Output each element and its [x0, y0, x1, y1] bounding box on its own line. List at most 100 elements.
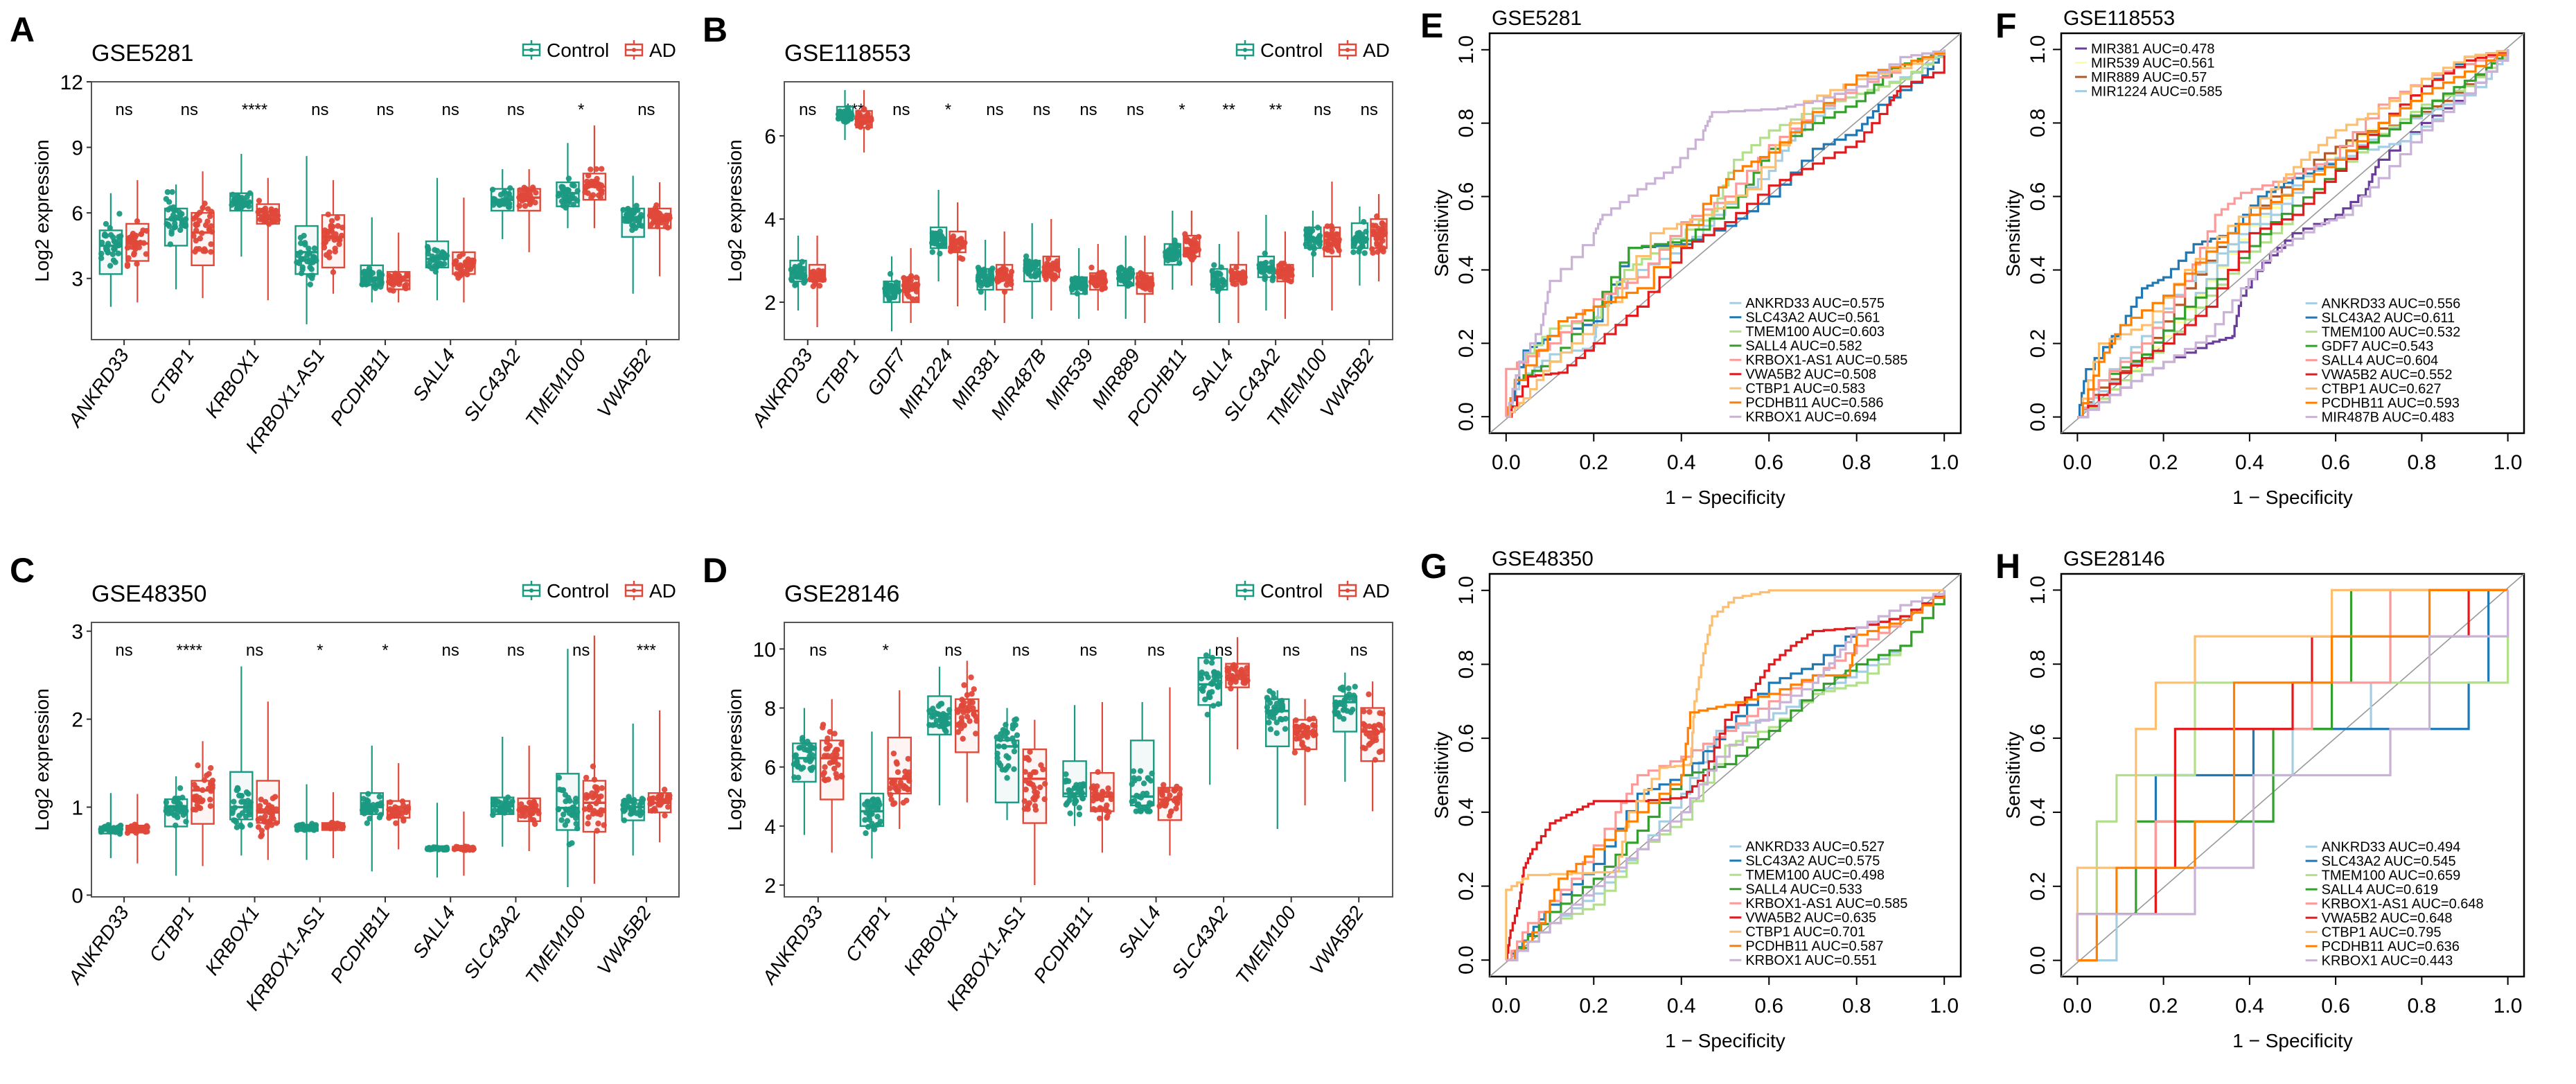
box-iqr [1157, 787, 1183, 821]
box-control [294, 156, 319, 324]
legend-gene: SALL4 [2322, 882, 2363, 898]
data-point [1291, 749, 1298, 755]
significance-label: ns [986, 100, 1003, 119]
data-point [1207, 694, 1213, 701]
plot-frame [91, 622, 680, 898]
x-tick-label: VWA5B2 [593, 902, 656, 979]
x-axis-label: 1 − Specificity [1665, 487, 1785, 508]
data-point [1370, 736, 1376, 742]
y-tick-label: 10 [753, 638, 776, 661]
significance-label: ** [1269, 100, 1282, 119]
data-point [1023, 786, 1029, 793]
legend-sep: AUC= [1805, 854, 1845, 869]
data-point [1146, 808, 1153, 814]
legend-label: SALL4 AUC=0.604 [2322, 353, 2438, 369]
legend-gene: PCDHB11 [1745, 396, 1808, 411]
legend-label: KRBOX1-AS1 AUC=0.585 [1745, 353, 1907, 368]
box-control [882, 256, 902, 331]
legend-item: CTBP1 AUC=0.795 [2305, 925, 2442, 941]
data-point [967, 718, 973, 724]
data-point [393, 820, 399, 826]
legend-gene: SLC43A2 [1745, 854, 1805, 869]
data-point [903, 797, 910, 804]
data-point [936, 723, 943, 729]
legend-label: KRBOX1 AUC=0.443 [2322, 954, 2453, 969]
data-point [894, 760, 900, 767]
data-point [1208, 660, 1215, 666]
y-tick-label: 1.0 [1455, 576, 1478, 605]
data-point [1173, 255, 1180, 262]
significance-label: ns [1012, 641, 1030, 660]
legend-gene: ANKRD33 [2322, 297, 2385, 312]
data-point [664, 792, 671, 798]
data-point [172, 224, 179, 230]
box-ad [807, 236, 827, 327]
significance-label: ns [246, 641, 263, 660]
data-point [1284, 265, 1290, 272]
data-point [1361, 250, 1368, 256]
data-point [822, 764, 828, 770]
data-point [583, 792, 590, 798]
y-tick-label: 1.0 [1455, 35, 1478, 64]
data-point [112, 259, 118, 265]
legend-item: ANKRD33 AUC=0.575 [1729, 296, 1885, 311]
data-point [335, 236, 342, 243]
data-point [302, 241, 308, 248]
significance-label: ns [376, 100, 394, 119]
data-point [455, 274, 461, 281]
data-point [865, 801, 872, 807]
legend-gene: CTBP1 [2322, 925, 2366, 941]
roc-curve-tmem100 [1506, 590, 1946, 961]
y-tick-label: 0.8 [1455, 650, 1478, 679]
data-point [962, 705, 969, 711]
x-tick-label: KRBOX1 [201, 902, 264, 979]
data-point [206, 213, 213, 220]
data-point [457, 253, 463, 260]
box-control [294, 784, 319, 860]
data-point [973, 713, 979, 720]
data-point [1266, 719, 1272, 726]
box-iqr [1042, 255, 1060, 279]
data-point [393, 812, 400, 818]
box-ad [947, 202, 968, 306]
box-iqr [360, 792, 384, 815]
data-point [208, 241, 214, 247]
data-point [595, 820, 601, 827]
legend-sep: AUC= [2381, 311, 2421, 326]
data-point [957, 254, 964, 261]
data-point [654, 209, 660, 216]
box-control [1264, 688, 1290, 830]
data-point [247, 822, 254, 828]
data-point [506, 191, 512, 197]
x-tick-label: 0.2 [2149, 451, 2178, 474]
box-iqr [901, 276, 920, 304]
x-tick-label: SALL4 [1114, 902, 1165, 963]
legend-gene: ANKRD33 [2322, 840, 2385, 855]
legend-gene: CTBP1 [1745, 381, 1790, 396]
data-point [1024, 755, 1031, 761]
data-point [587, 804, 594, 810]
legend-label: ANKRD33 AUC=0.527 [1745, 839, 1885, 855]
significance-label: ns [944, 641, 962, 660]
data-point [367, 815, 373, 822]
data-point [465, 267, 471, 273]
data-point [1045, 256, 1052, 262]
roc-curve-ctbp1 [1505, 589, 1945, 961]
y-tick-label: 6 [764, 125, 776, 148]
data-point [1269, 259, 1275, 265]
data-point [969, 690, 975, 697]
data-point [143, 251, 150, 257]
legend-label: PCDHB11 AUC=0.593 [2322, 396, 2460, 411]
legend-auc: 0.659 [2426, 868, 2460, 884]
data-point [1269, 277, 1276, 283]
x-tick-label: SLC43A2 [459, 902, 524, 982]
box-iqr [387, 800, 411, 819]
y-tick-label: 1 [71, 797, 83, 820]
data-point [1211, 262, 1217, 268]
legend-label: AD [649, 40, 676, 61]
x-axis-label: 1 − Specificity [2232, 1030, 2353, 1051]
data-point [1242, 675, 1249, 682]
y-tick-label: 0.2 [2027, 329, 2049, 358]
legend-gene: ANKRD33 [1745, 296, 1809, 311]
data-point [650, 795, 657, 801]
